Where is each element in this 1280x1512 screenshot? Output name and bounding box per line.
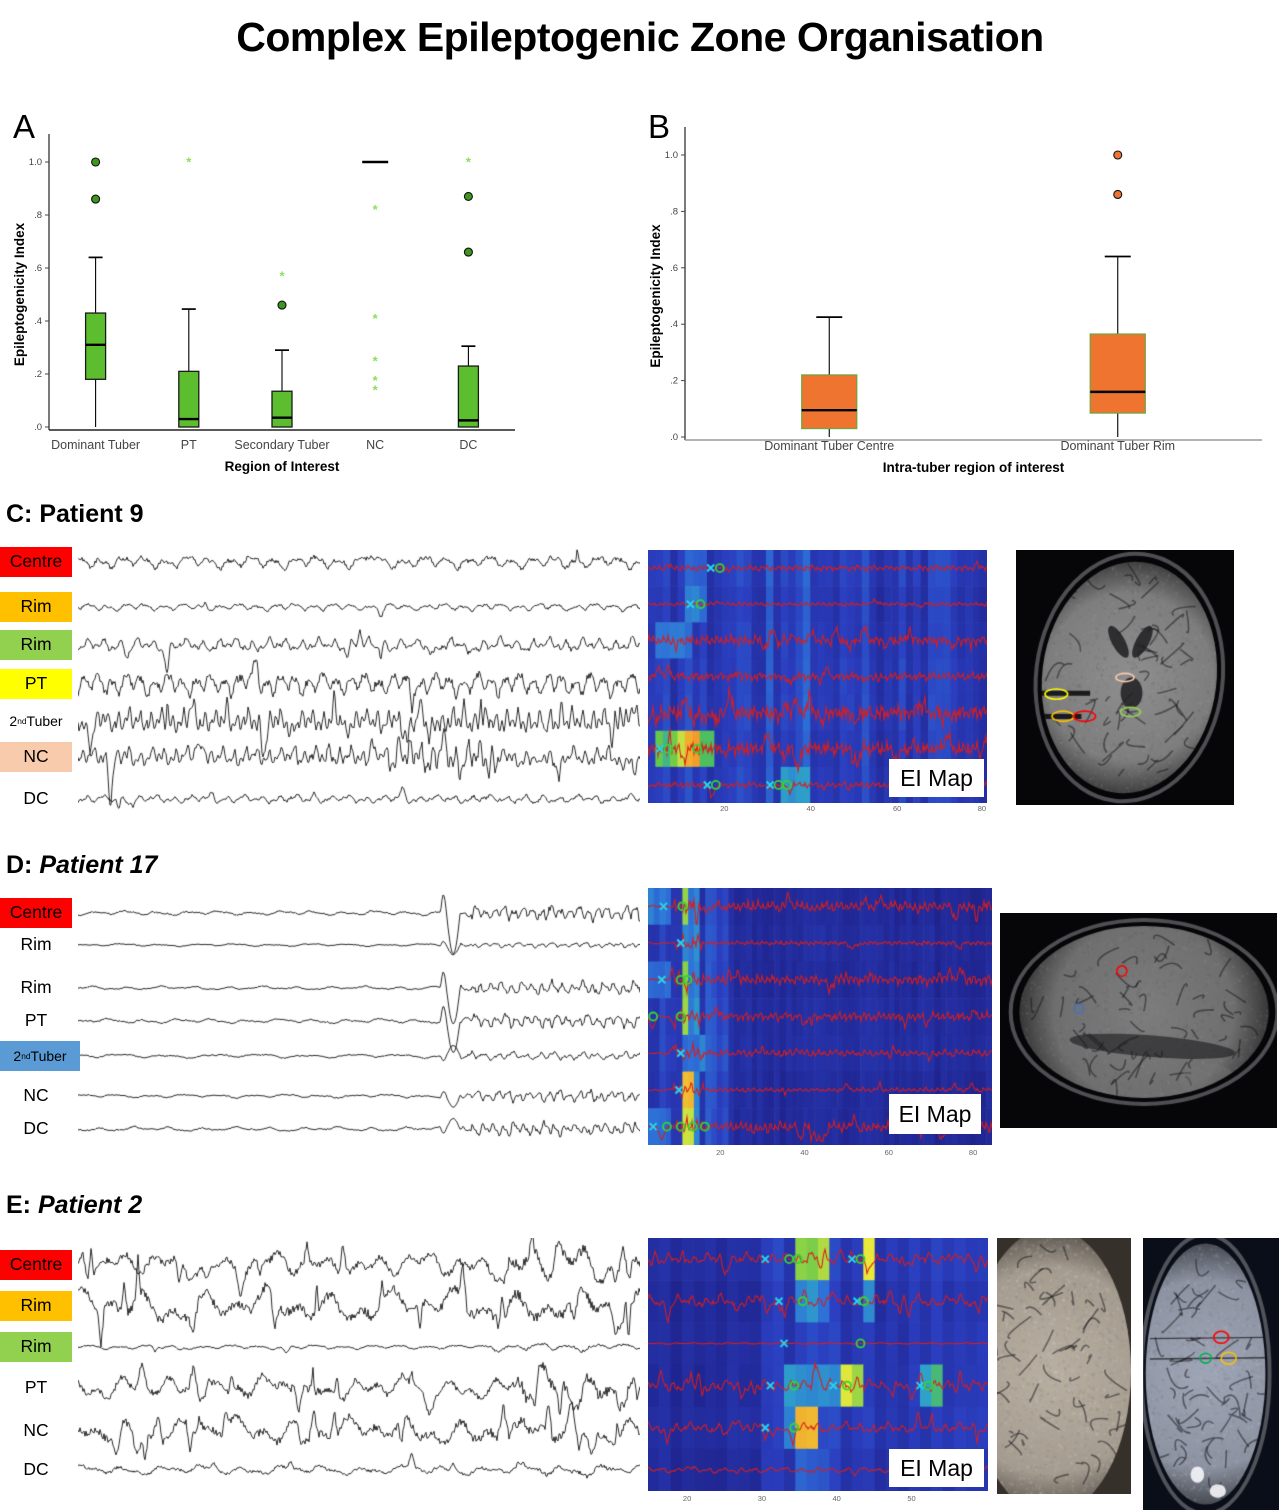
channel-label-rim: Rim: [0, 1332, 72, 1362]
channel-label-dc: DC: [23, 1459, 49, 1480]
svg-text:Dominant Tuber Rim: Dominant Tuber Rim: [1060, 439, 1175, 453]
channel-label-rim: Rim: [0, 630, 72, 660]
panel-d-heading: D: Patient 17: [6, 851, 157, 880]
ei-map-xtick: 80: [968, 1148, 978, 1157]
svg-text:*: *: [373, 202, 379, 217]
ei-map-xtick: 60: [884, 1148, 893, 1157]
ei-map-xtick: 80: [977, 804, 987, 813]
svg-text:NC: NC: [366, 438, 384, 452]
ei-map-xtick: 20: [720, 804, 729, 813]
ei-map-xtick: 60: [892, 804, 902, 813]
svg-text:*: *: [186, 155, 192, 170]
patient2-ei-map-xaxis: 20 30 40 50: [648, 1494, 988, 1506]
ei-map-xtick: 20: [682, 1494, 692, 1503]
svg-text:*: *: [373, 382, 379, 397]
panel-e-letter: E:: [6, 1191, 31, 1219]
figure-title: Complex Epileptogenic Zone Organisation: [236, 14, 1044, 60]
boxplot-charts: 1.0 .8 .6 .4 .2 .0 Epileptogenicity Index Domin…: [12, 127, 1262, 475]
channel-label-rim: Rim: [0, 1291, 72, 1321]
panel-a-letter: A: [13, 108, 36, 145]
svg-text:*: *: [373, 311, 379, 326]
svg-text:*: *: [279, 268, 285, 283]
svg-text:*: *: [466, 155, 472, 170]
svg-text:.0: .0: [670, 432, 678, 443]
ei-map-xtick: 40: [832, 1494, 841, 1503]
channel-label-rim: Rim: [20, 977, 52, 998]
panel-e-heading: E: Patient 2: [6, 1191, 142, 1220]
panel-c-heading: C: Patient 9: [6, 500, 144, 529]
ei-map-label-text: EI Map: [900, 1454, 973, 1481]
patient2-mri-coronal-flair: [997, 1238, 1131, 1494]
panel-e-patient-name: Patient 2: [37, 1191, 143, 1219]
ei-map-xtick: 40: [800, 1148, 809, 1157]
panel-c-patient-name: Patient 9: [39, 500, 144, 528]
channel-label-dc: DC: [23, 1118, 49, 1139]
channel-label-nc: NC: [0, 742, 72, 772]
panel-d-patient-name: Patient 17: [39, 851, 158, 879]
channel-label-rim: Rim: [20, 934, 52, 955]
svg-text:DC: DC: [459, 438, 477, 452]
panel-c-letter: C:: [6, 500, 33, 528]
ei-map-xtick: 20: [716, 1148, 725, 1157]
svg-text:.4: .4: [34, 316, 42, 327]
patient17-eeg-canvas: [78, 886, 640, 1144]
channel-label-dc: DC: [23, 788, 49, 809]
patient9-mri-axial: [1016, 550, 1234, 805]
channel-label-centre: Centre: [0, 1250, 72, 1280]
ei-map-xtick: 40: [806, 804, 815, 813]
patient9-ei-map-xaxis: 20 40 60 80: [648, 804, 987, 816]
channel-label-pt: PT: [24, 1010, 48, 1031]
svg-text:Dominant Tuber Centre: Dominant Tuber Centre: [764, 439, 894, 453]
channel-label-centre: Centre: [0, 898, 72, 928]
svg-text:PT: PT: [181, 438, 197, 452]
svg-text:*: *: [373, 353, 379, 368]
svg-text:.4: .4: [670, 319, 678, 330]
ei-map-xtick: 50: [907, 1494, 916, 1503]
svg-text:Epileptogenicity Index: Epileptogenicity Index: [648, 224, 663, 368]
svg-text:Secondary Tuber: Secondary Tuber: [234, 438, 329, 452]
channel-label-pt: PT: [24, 1377, 48, 1398]
svg-text:.8: .8: [670, 206, 678, 217]
panel-b-letter: B: [648, 108, 671, 145]
channel-label-nc: NC: [23, 1085, 49, 1106]
ei-map-label-text: EI Map: [898, 1100, 972, 1127]
channel-label-nc: NC: [23, 1420, 49, 1441]
svg-text:.6: .6: [34, 263, 42, 274]
svg-text:.2: .2: [34, 369, 42, 380]
patient17-ei-map-label: EI Map: [889, 1094, 981, 1134]
patient17-ei-map-xaxis: 20 40 60 80: [648, 1148, 992, 1160]
svg-text:.8: .8: [34, 210, 42, 221]
patient2-mri-coronal-t1: [1143, 1238, 1279, 1510]
svg-text:1.0: 1.0: [29, 157, 42, 168]
patient2-ei-map-label: EI Map: [889, 1449, 984, 1487]
svg-text:*: *: [373, 373, 379, 388]
patient2-eeg-canvas: [78, 1238, 640, 1500]
svg-text:.0: .0: [34, 422, 42, 433]
ei-map-label-text: EI Map: [900, 764, 973, 791]
panel-d-letter: D:: [6, 851, 33, 879]
svg-text:.2: .2: [670, 376, 678, 387]
svg-text:Dominant Tuber: Dominant Tuber: [51, 438, 140, 452]
svg-text:Intra-tuber region of interest: Intra-tuber region of interest: [883, 460, 1065, 475]
channel-label-pt: PT: [0, 669, 72, 699]
patient9-eeg-canvas: [78, 540, 640, 812]
ei-map-xtick: 30: [757, 1494, 767, 1503]
channel-label-rim: Rim: [0, 592, 72, 622]
patient17-mri-sagittal: [1000, 913, 1277, 1128]
svg-text:1.0: 1.0: [665, 150, 678, 161]
channel-label-centre: Centre: [0, 547, 72, 577]
svg-text:Epileptogenicity Index: Epileptogenicity Index: [12, 222, 27, 366]
patient2-ei-map-canvas: [648, 1238, 988, 1491]
svg-text:.6: .6: [670, 263, 678, 274]
svg-text:Region of Interest: Region of Interest: [225, 459, 340, 474]
patient9-ei-map-label: EI Map: [889, 759, 984, 797]
